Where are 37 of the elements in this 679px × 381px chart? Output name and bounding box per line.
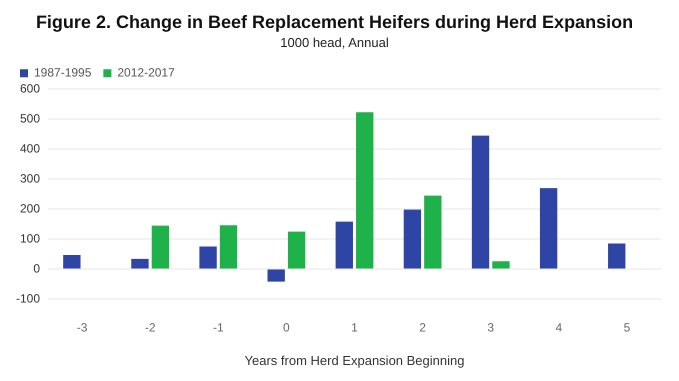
bar bbox=[288, 232, 306, 269]
legend-label: 1987-1995 bbox=[34, 66, 92, 80]
y-tick-label: 200 bbox=[20, 201, 40, 216]
bar bbox=[152, 226, 170, 269]
bar bbox=[220, 225, 238, 269]
x-tick-label: 1 bbox=[351, 320, 358, 335]
x-tick-label: -1 bbox=[212, 320, 224, 335]
y-tick-label: 100 bbox=[20, 231, 40, 246]
bar bbox=[424, 196, 442, 269]
bar bbox=[131, 258, 149, 269]
chart-title: Figure 2. Change in Beef Replacement Heifers during Herd Expansion bbox=[36, 12, 634, 32]
x-tick-label: 0 bbox=[283, 320, 290, 335]
bar bbox=[268, 270, 285, 282]
bar bbox=[356, 112, 374, 269]
y-tick-label: 400 bbox=[20, 141, 40, 156]
x-tick-label: 2 bbox=[419, 320, 426, 335]
y-tick-label: 300 bbox=[20, 171, 40, 186]
bar bbox=[63, 254, 81, 269]
bar bbox=[199, 246, 217, 269]
x-axis-title: Years from Herd Expansion Beginning bbox=[244, 352, 464, 368]
y-tick-label: 600 bbox=[20, 82, 40, 96]
y-tick-label: 500 bbox=[20, 111, 40, 126]
bar bbox=[404, 210, 422, 269]
legend-label: 2012-2017 bbox=[117, 66, 176, 80]
chart-subtitle: 1000 head, Annual bbox=[280, 34, 389, 50]
bar bbox=[336, 222, 353, 269]
bar bbox=[608, 244, 626, 269]
x-tick-label: 3 bbox=[487, 320, 494, 335]
y-tick-label: -100 bbox=[16, 291, 40, 306]
bar bbox=[540, 188, 558, 269]
bar bbox=[492, 261, 510, 269]
x-tick-label: 5 bbox=[624, 320, 631, 335]
x-tick-label: 4 bbox=[555, 320, 562, 335]
y-tick-label: 0 bbox=[33, 261, 40, 276]
x-tick-label: -2 bbox=[144, 320, 156, 335]
x-tick-label: -3 bbox=[76, 320, 88, 335]
bar bbox=[472, 136, 490, 269]
